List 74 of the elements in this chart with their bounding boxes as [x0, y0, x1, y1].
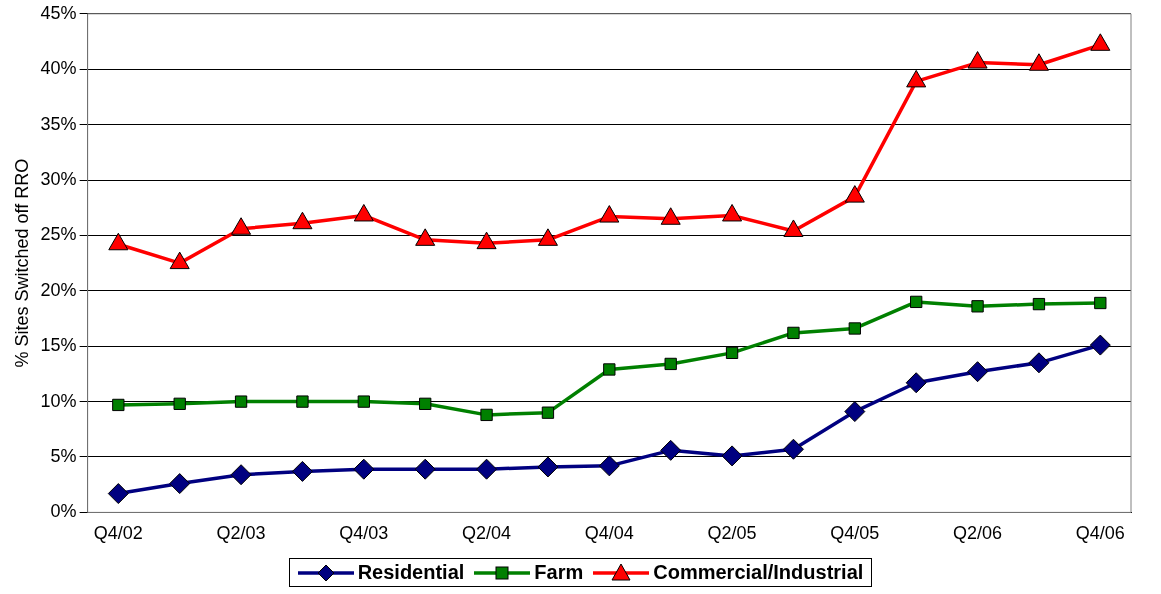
point — [848, 322, 861, 335]
x-tick-label: Q2/04 — [462, 523, 512, 544]
point — [1032, 297, 1046, 311]
legend-label: Commercial/Industrial — [653, 561, 864, 584]
point — [353, 203, 374, 222]
point — [910, 295, 923, 309]
point — [112, 398, 125, 412]
y-tick-label: 35% — [40, 113, 77, 134]
point — [1090, 33, 1111, 51]
y-tick-label: 30% — [40, 168, 77, 189]
y-tick-label: 10% — [40, 390, 77, 411]
x-tick-label: Q4/06 — [1075, 523, 1125, 544]
point — [230, 464, 252, 486]
y-tick-label: 40% — [40, 58, 77, 79]
point — [725, 346, 739, 360]
x-tick-label: Q4/03 — [339, 523, 389, 544]
point — [844, 185, 865, 203]
point — [1028, 352, 1050, 374]
point — [231, 217, 252, 235]
point — [783, 219, 804, 237]
point — [787, 326, 800, 340]
x-tick-label: Q4/04 — [584, 523, 634, 544]
point — [476, 458, 498, 480]
point — [169, 251, 190, 270]
y-tick-label: 5% — [50, 445, 77, 466]
point — [664, 357, 677, 371]
point — [353, 458, 375, 480]
point — [971, 300, 984, 313]
point — [107, 483, 129, 505]
legend-label: Residential — [357, 561, 465, 584]
point — [721, 445, 743, 467]
point — [292, 211, 313, 230]
point — [722, 203, 743, 222]
legend-label: Farm — [534, 561, 584, 584]
point — [905, 372, 927, 394]
point — [476, 231, 497, 250]
point — [660, 207, 681, 225]
point — [480, 408, 493, 422]
point — [603, 363, 616, 376]
point — [660, 439, 682, 461]
point — [1094, 296, 1107, 310]
y-axis-title: % Sites Switched off RRO — [11, 158, 32, 368]
point — [173, 397, 186, 410]
y-tick-label: 25% — [40, 224, 77, 245]
point — [169, 473, 191, 495]
x-tick-label: Q2/06 — [953, 523, 1003, 544]
point — [782, 438, 804, 460]
point — [414, 458, 436, 480]
point — [541, 406, 555, 419]
point — [537, 228, 558, 246]
point — [537, 456, 559, 478]
point — [291, 460, 313, 482]
point — [357, 395, 370, 408]
point — [1089, 334, 1111, 356]
y-tick-label: 45% — [40, 2, 77, 23]
x-tick-label: Q4/05 — [830, 523, 880, 544]
point — [234, 395, 248, 408]
point — [844, 401, 866, 423]
point — [598, 455, 620, 477]
y-tick-label: 15% — [40, 335, 77, 356]
x-tick-label: Q2/03 — [216, 523, 266, 544]
point — [296, 395, 309, 408]
point — [1028, 53, 1049, 71]
y-tick-label: 20% — [40, 279, 77, 300]
x-tick-label: Q2/05 — [707, 523, 757, 544]
point — [108, 232, 129, 251]
point — [906, 69, 927, 88]
x-tick-label: Q4/02 — [93, 523, 143, 544]
point — [967, 361, 989, 383]
point — [967, 51, 988, 69]
point — [599, 205, 620, 223]
point — [415, 228, 436, 246]
y-tick-label: 0% — [50, 501, 77, 522]
point — [419, 397, 432, 410]
